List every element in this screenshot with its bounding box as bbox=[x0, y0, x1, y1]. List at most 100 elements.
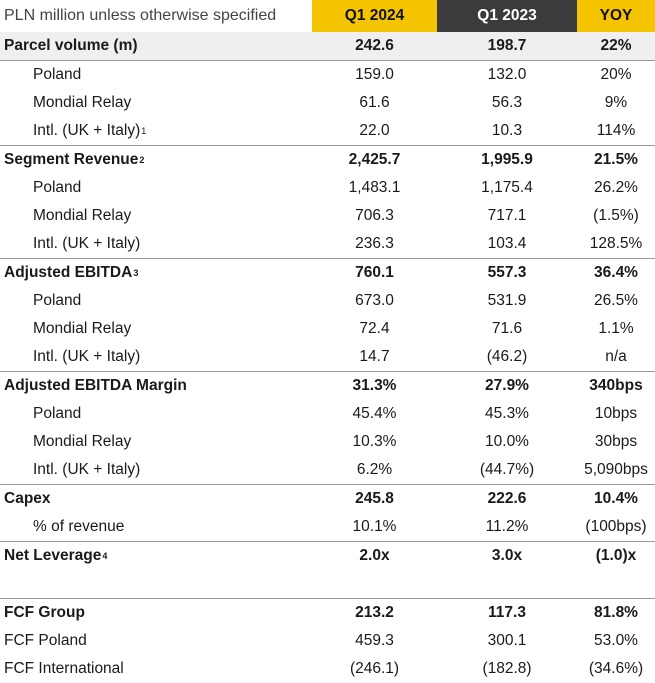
row-label-text: Mondial Relay bbox=[33, 433, 132, 450]
row-label-text: Poland bbox=[33, 66, 82, 83]
table-row: Mondial Relay 10.3% 10.0% 30bps bbox=[0, 428, 655, 456]
value-q1-2024: 236.3 bbox=[355, 235, 394, 252]
row-label: Poland bbox=[33, 287, 81, 315]
row-label: Poland bbox=[33, 400, 81, 428]
value-q1-2024: 159.0 bbox=[355, 66, 394, 83]
value-q1-2023: 103.4 bbox=[487, 235, 527, 252]
row-label: Intl. (UK + Italy) 1 bbox=[33, 122, 147, 139]
value-yoy: 114% bbox=[596, 122, 636, 139]
row-label-text: Mondial Relay bbox=[33, 207, 132, 224]
value-q1-2024: 14.7 bbox=[359, 348, 390, 365]
row-label: Adjusted EBITDA Margin bbox=[4, 372, 187, 400]
value-q1-2024: 2.0x bbox=[359, 547, 390, 564]
value-q1-2023: 45.3% bbox=[485, 405, 529, 422]
header-units-label: PLN million unless otherwise specified bbox=[4, 7, 277, 24]
value-q1-2024: 10.3% bbox=[352, 433, 397, 450]
value-q1-2023: 132.0 bbox=[487, 66, 527, 83]
table-row: FCF Poland 459.3 300.1 53.0% bbox=[0, 627, 655, 655]
value-q1-2024: 760.1 bbox=[355, 264, 394, 281]
row-label-text: Poland bbox=[33, 292, 82, 309]
value-q1-2024: 61.6 bbox=[359, 94, 390, 111]
table-header: PLN million unless otherwise specified Q… bbox=[0, 0, 655, 32]
value-q1-2024: 242.6 bbox=[355, 37, 394, 54]
table-spacer bbox=[0, 570, 655, 598]
table-row: Adjusted EBITDA Margin 31.3% 27.9% 340bps bbox=[0, 371, 655, 400]
value-yoy: 81.8% bbox=[594, 604, 638, 621]
table-row: Mondial Relay 72.4 71.6 1.1% bbox=[0, 315, 655, 343]
value-yoy: 10bps bbox=[594, 405, 638, 422]
row-label-text: Poland bbox=[33, 405, 82, 422]
value-q1-2024: 45.4% bbox=[352, 405, 397, 422]
table-row: Net Leverage 4 2.0x 3.0x (1.0)x bbox=[0, 541, 655, 570]
table-row: Intl. (UK + Italy) 236.3 103.4 128.5% bbox=[0, 230, 655, 258]
header-q1-2023: Q1 2023 bbox=[437, 0, 577, 32]
header-yoy: YOY bbox=[577, 0, 655, 32]
value-q1-2023: 27.9% bbox=[485, 377, 529, 394]
value-yoy: 22% bbox=[600, 37, 632, 54]
row-label: FCF International bbox=[4, 655, 124, 683]
table-body: Parcel volume (m) 242.6 198.7 22% Poland 159.… bbox=[0, 32, 655, 683]
value-q1-2024: 31.3% bbox=[352, 377, 397, 394]
value-q1-2024: 706.3 bbox=[355, 207, 394, 224]
value-q1-2024: 245.8 bbox=[355, 490, 394, 507]
row-label-text: Parcel volume (m) bbox=[4, 37, 138, 54]
value-q1-2023: 300.1 bbox=[487, 632, 527, 649]
row-label: Intl. (UK + Italy) bbox=[33, 456, 140, 484]
table-row: Mondial Relay 706.3 717.1 (1.5%) bbox=[0, 202, 655, 230]
table-row: Poland 1,483.1 1,175.4 26.2% bbox=[0, 174, 655, 202]
row-label: Poland bbox=[33, 174, 81, 202]
value-yoy: 10.4% bbox=[594, 490, 638, 507]
table-row: Poland 159.0 132.0 20% bbox=[0, 60, 655, 89]
table-row: Adjusted EBITDA 3 760.1 557.3 36.4% bbox=[0, 258, 655, 287]
row-label: Adjusted EBITDA 3 bbox=[4, 264, 139, 281]
row-label: Net Leverage 4 bbox=[4, 547, 108, 564]
row-label-text: Mondial Relay bbox=[33, 94, 132, 111]
row-label-text: FCF Poland bbox=[4, 632, 87, 649]
row-label-text: Segment Revenue bbox=[4, 151, 139, 168]
value-q1-2024: 1,483.1 bbox=[348, 179, 401, 196]
header-q1-2024: Q1 2024 bbox=[312, 0, 437, 32]
value-q1-2023: 10.0% bbox=[485, 433, 529, 450]
value-yoy: (1.5%) bbox=[593, 207, 639, 224]
value-yoy: 9% bbox=[604, 94, 628, 111]
value-yoy: 128.5% bbox=[589, 235, 643, 252]
row-label-text: Net Leverage bbox=[4, 547, 102, 564]
value-q1-2023: 10.3 bbox=[491, 122, 523, 139]
value-yoy: 26.5% bbox=[594, 292, 638, 309]
value-q1-2023: 531.9 bbox=[487, 292, 527, 309]
row-label-text: FCF International bbox=[4, 660, 124, 677]
value-q1-2024: 673.0 bbox=[355, 292, 394, 309]
value-q1-2024: 10.1% bbox=[352, 518, 397, 535]
value-q1-2023: (182.8) bbox=[482, 660, 532, 677]
value-q1-2024: 72.4 bbox=[359, 320, 390, 337]
row-label-text: % of revenue bbox=[33, 518, 125, 535]
value-yoy: (100bps) bbox=[585, 518, 647, 535]
row-label: Mondial Relay bbox=[33, 315, 131, 343]
value-yoy: 26.2% bbox=[594, 179, 638, 196]
value-yoy: 340bps bbox=[589, 377, 643, 394]
value-q1-2023: 11.2% bbox=[485, 518, 529, 535]
value-yoy: n/a bbox=[605, 348, 627, 365]
row-label: Intl. (UK + Italy) bbox=[33, 230, 140, 258]
value-q1-2023: 1,995.9 bbox=[481, 151, 533, 168]
value-q1-2023: 3.0x bbox=[491, 547, 523, 564]
row-label-text: Intl. (UK + Italy) bbox=[33, 461, 141, 478]
row-label-text: Intl. (UK + Italy) bbox=[33, 348, 141, 365]
value-yoy: 20% bbox=[600, 66, 632, 83]
table-row: Mondial Relay 61.6 56.3 9% bbox=[0, 89, 655, 117]
table-row: % of revenue 10.1% 11.2% (100bps) bbox=[0, 513, 655, 541]
table-row: FCF Group 213.2 117.3 81.8% bbox=[0, 598, 655, 627]
value-q1-2023: 198.7 bbox=[487, 37, 527, 54]
table-row: Intl. (UK + Italy) 6.2% (44.7%) 5,090bps bbox=[0, 456, 655, 484]
row-label-text: Intl. (UK + Italy) bbox=[33, 122, 141, 139]
value-q1-2023: 117.3 bbox=[488, 604, 526, 621]
row-label: Capex bbox=[4, 485, 51, 513]
value-q1-2023: (44.7%) bbox=[479, 461, 535, 478]
table-row: Segment Revenue 2 2,425.7 1,995.9 21.5% bbox=[0, 145, 655, 174]
row-label-text: FCF Group bbox=[4, 604, 85, 621]
value-q1-2023: 222.6 bbox=[487, 490, 527, 507]
row-label-text: Adjusted EBITDA bbox=[4, 264, 133, 281]
value-q1-2023: 717.1 bbox=[487, 207, 527, 224]
value-q1-2024: 213.2 bbox=[355, 604, 394, 621]
